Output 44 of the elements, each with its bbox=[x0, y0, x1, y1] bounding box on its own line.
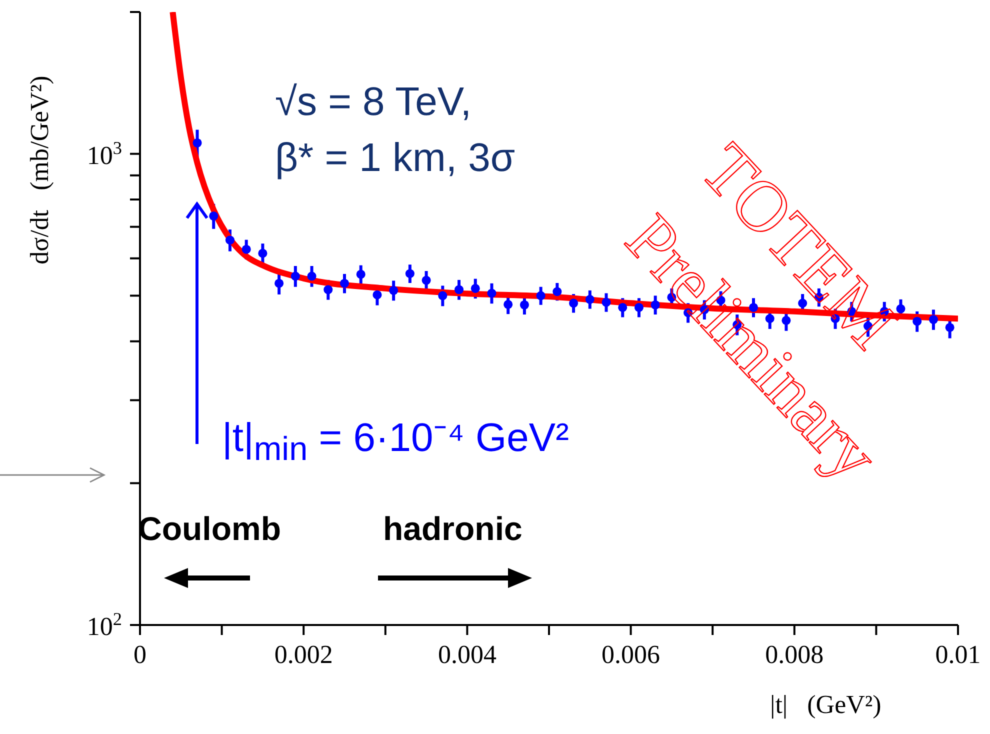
x-tick-label: 0.002 bbox=[274, 640, 333, 669]
x-axis-title: |t| (GeV²) bbox=[770, 690, 882, 720]
point bbox=[242, 244, 251, 254]
point bbox=[520, 300, 529, 310]
point bbox=[438, 291, 448, 300]
point bbox=[356, 270, 366, 279]
point bbox=[585, 294, 594, 304]
point bbox=[928, 315, 938, 324]
point bbox=[422, 276, 431, 285]
point bbox=[340, 278, 350, 288]
point bbox=[405, 269, 414, 278]
y-tick-label: 10$^{3}$ bbox=[86, 138, 122, 170]
x-tick-label: 0.01 bbox=[935, 640, 981, 669]
x-tick-label: 0.008 bbox=[765, 640, 824, 669]
point bbox=[536, 291, 546, 300]
point bbox=[487, 288, 496, 298]
point bbox=[504, 300, 513, 309]
point bbox=[209, 211, 218, 221]
x-tick-label: 0.006 bbox=[602, 640, 660, 669]
annotation: |t|$_{min}$ = 6·10⁻⁴ GeV² bbox=[222, 415, 569, 469]
point bbox=[258, 248, 268, 258]
point bbox=[307, 272, 316, 281]
point bbox=[225, 236, 234, 245]
point bbox=[389, 286, 398, 295]
x-tick-label: 0.004 bbox=[438, 640, 496, 669]
point bbox=[470, 284, 480, 293]
point bbox=[324, 285, 333, 294]
point bbox=[602, 298, 611, 307]
annotation: Coulomb bbox=[138, 510, 281, 548]
x-tick-label: 0 bbox=[134, 640, 146, 669]
point bbox=[552, 287, 562, 296]
annotation: √s = 8 TeV, bbox=[275, 80, 472, 125]
y-axis-title: dσ/dt (mb/GeV²) bbox=[25, 76, 55, 264]
point bbox=[454, 285, 464, 294]
point bbox=[290, 272, 300, 281]
annotation: hadronic bbox=[383, 510, 522, 548]
y-tick-label: 10$^{2}$ bbox=[86, 609, 122, 641]
point bbox=[372, 290, 382, 300]
point bbox=[569, 298, 578, 308]
point bbox=[912, 316, 922, 326]
annotation: β* = 1 km, 3σ bbox=[275, 136, 515, 181]
point bbox=[274, 278, 284, 288]
point bbox=[192, 138, 202, 148]
point bbox=[945, 322, 954, 332]
